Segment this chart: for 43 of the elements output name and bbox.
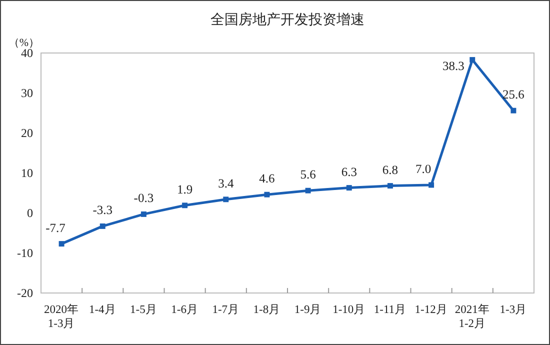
point [305,188,311,194]
data-label: 3.4 [218,176,234,190]
data-label: 1.9 [176,182,193,196]
data-label: 7.0 [415,162,432,176]
data-label: 6.8 [382,162,398,177]
data-label: -7.7 [46,220,66,235]
x-tick-label: 1-5月 [130,303,158,316]
data-label: -0.3 [134,191,154,206]
point [182,202,188,208]
point [223,196,229,202]
point [428,182,434,188]
y-tick-label: 10 [21,166,33,180]
x-tick-label: 1-8月 [253,303,281,316]
x-tick-label: 1-6月 [171,303,198,316]
data-label: 25.6 [502,88,524,102]
y-tick-label: -20 [17,286,33,300]
point [387,183,393,189]
x-tick-label: 2020年 1-3月 [44,303,80,330]
point [140,211,146,217]
x-tick-label: 1-7月 [212,303,240,316]
x-tick-label: 1-12月 [414,303,448,316]
data-label: -3.3 [92,203,113,218]
x-tick-label: 1-4月 [88,303,116,316]
x-tick-label: 2021年 1-2月 [454,303,490,330]
data-label: 5.6 [300,168,316,182]
x-tick-label: 1-11月 [374,303,407,316]
data-label: 4.6 [259,172,275,186]
x-tick-label: 1-9月 [294,303,322,316]
point [58,241,64,247]
point [264,192,270,198]
chart-title: 全国房地产开发投资增速 [210,12,364,28]
y-tick-label: 0 [27,206,33,220]
x-tick-label: 1-10月 [332,303,366,316]
point [100,223,106,229]
y-tick-label: 30 [21,86,33,100]
x-tick-label: 1-3月 [500,303,528,316]
data-label: 38.3 [442,58,464,73]
point [470,57,476,63]
point [346,185,352,191]
point [510,108,516,114]
data-label: 6.3 [341,164,357,179]
y-tick-label: 20 [21,126,33,140]
y-tick-label: -10 [17,246,33,260]
